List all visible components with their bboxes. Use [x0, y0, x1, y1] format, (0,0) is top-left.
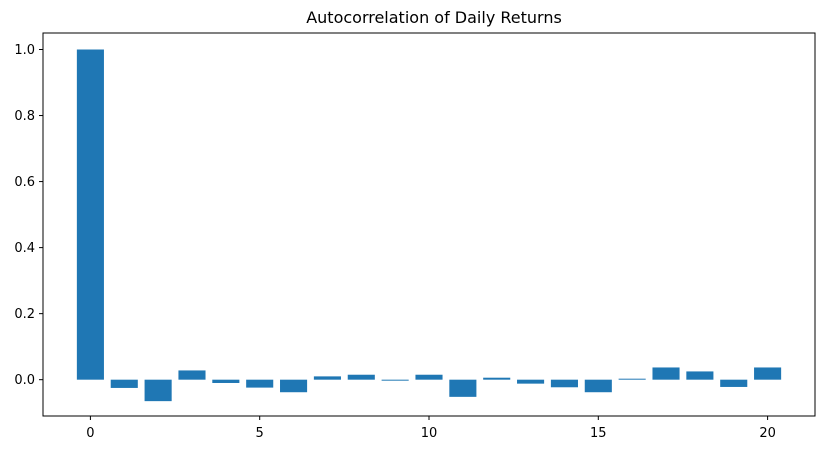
y-tick-label: 1.0: [14, 43, 35, 58]
x-tick-label: 0: [86, 426, 94, 441]
bars-group: [76, 49, 782, 402]
bar-lag-7: [313, 376, 341, 380]
bar-lag-9: [381, 379, 409, 381]
bar-lag-3: [178, 370, 206, 380]
y-tick-label: 0.4: [14, 241, 35, 256]
x-tick-label: 5: [256, 426, 264, 441]
plot-frame: [42, 32, 816, 417]
bar-lag-12: [483, 377, 511, 380]
bar-lag-17: [652, 367, 680, 380]
bar-lag-6: [280, 379, 308, 393]
bar-lag-5: [246, 379, 274, 388]
y-tick-label: 0.2: [14, 307, 35, 322]
chart-title: Autocorrelation of Daily Returns: [306, 8, 562, 27]
y-tick-label: 0.6: [14, 175, 35, 190]
y-tick-label: 0.0: [14, 373, 35, 388]
bar-lag-16: [618, 378, 646, 380]
x-axis: 0 5 10 15 20: [86, 416, 776, 441]
bar-lag-13: [517, 379, 545, 384]
x-tick-label: 20: [759, 426, 776, 441]
x-tick-label: 15: [590, 426, 607, 441]
bar-lag-8: [347, 374, 375, 380]
bar-lag-15: [584, 379, 612, 393]
y-tick-label: 0.8: [14, 109, 35, 124]
bar-lag-20: [754, 367, 782, 380]
bar-lag-11: [449, 379, 477, 397]
bar-lag-0: [76, 49, 104, 380]
x-tick-label: 10: [421, 426, 438, 441]
bar-lag-18: [686, 371, 714, 380]
y-axis: 0.0 0.2 0.4 0.6 0.8 1.0: [14, 43, 43, 388]
bar-lag-14: [550, 379, 578, 388]
bar-lag-2: [144, 379, 172, 402]
bar-lag-1: [110, 379, 138, 388]
bar-lag-19: [720, 379, 748, 387]
bar-lag-10: [415, 374, 443, 380]
bar-lag-4: [212, 379, 240, 383]
